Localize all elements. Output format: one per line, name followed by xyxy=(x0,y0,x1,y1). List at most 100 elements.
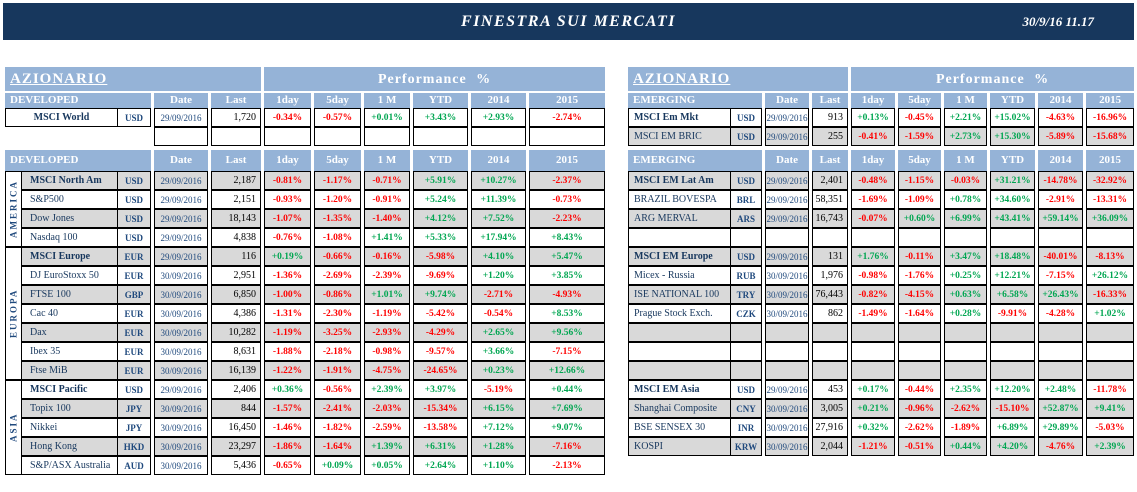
instrument-name: Nasdaq 100 xyxy=(30,232,78,243)
emerging-summary-table: AZIONARIO Performance % EMERGING Date La… xyxy=(625,67,1137,146)
instrument-name: Cac 40 xyxy=(30,308,59,319)
instrument-cell: Micex - Russia RUB xyxy=(628,266,762,285)
instrument-name xyxy=(629,324,730,341)
instrument-name xyxy=(629,343,730,360)
perf-1m-cell xyxy=(944,228,987,247)
perf-2015-cell xyxy=(1086,228,1134,247)
perf-ytd-cell: +4.20% xyxy=(990,437,1035,456)
currency: JPY xyxy=(117,400,150,417)
perf-1day-cell: -0.07% xyxy=(851,209,895,228)
currency: HKD xyxy=(117,438,150,455)
empty-row xyxy=(5,127,606,146)
perf-5day-cell: -0.51% xyxy=(898,437,941,456)
perf-2014-cell: -14.78% xyxy=(1038,171,1083,190)
perf-ytd-cell xyxy=(990,342,1035,361)
perf-ytd-cell: -9.91% xyxy=(990,304,1035,323)
date-cell: 30/09/2016 xyxy=(154,342,208,361)
instrument-cell: MSCI Pacific USD xyxy=(5,380,151,399)
perf-1day-cell: -1.69% xyxy=(851,190,895,209)
perf-1m-cell: +2.35% xyxy=(944,380,987,399)
perf-2015-cell: +8.43% xyxy=(529,228,605,247)
perf-5day-cell xyxy=(314,127,362,146)
perf-5day-cell: -1.64% xyxy=(898,304,941,323)
perf-2015-cell: +1.02% xyxy=(1086,304,1134,323)
perf-2015-cell: +5.47% xyxy=(529,247,605,266)
col-1m-header: 1 M xyxy=(364,91,411,108)
perf-1m-cell: -1.89% xyxy=(944,418,987,437)
perf-1m-cell: +2.39% xyxy=(364,380,410,399)
europa-rows: MSCI Europe EUR 29/09/2016 116 +0.19% -0.… xyxy=(5,247,605,380)
last-header: Last xyxy=(812,91,849,108)
perf-2014-cell xyxy=(471,127,527,146)
region-label-asia: ASIA xyxy=(5,380,22,475)
instrument-cell xyxy=(628,361,762,380)
instrument-name: Ibex 35 xyxy=(30,346,61,357)
perf-2015-cell: -2.23% xyxy=(529,209,605,228)
perf-5day-cell: -0.96% xyxy=(898,399,941,418)
last-cell: 58,351 xyxy=(812,190,848,209)
market-row: Cac 40 EUR 30/09/2016 4,386 -1.31% -2.30%… xyxy=(5,304,605,323)
perf-5day-cell: -0.86% xyxy=(314,285,361,304)
perf-ytd-cell: +4.12% xyxy=(413,209,468,228)
perf-1m-cell: -2.39% xyxy=(364,266,410,285)
date-cell: 30/09/2016 xyxy=(154,266,208,285)
instrument-name: ISE NATIONAL 100 xyxy=(634,289,720,300)
perf-2014-cell: +2.65% xyxy=(471,323,526,342)
date-cell: 30/09/2016 xyxy=(154,418,208,437)
perf-2015-cell: +8.53% xyxy=(529,304,605,323)
instrument-name: BSE SENSEX 30 xyxy=(634,422,706,433)
date-cell: 29/09/2016 xyxy=(765,209,809,228)
date-cell: 30/09/2016 xyxy=(765,437,809,456)
last-cell: 2,951 xyxy=(211,266,261,285)
instrument-cell: Shanghai Composite CNY xyxy=(628,399,762,418)
instrument-cell: MSCI Em Mkt USD xyxy=(628,108,762,127)
last-cell: 4,386 xyxy=(211,304,261,323)
date-cell: 29/09/2016 xyxy=(154,108,208,127)
perf-5day-cell: -0.56% xyxy=(314,380,361,399)
last-cell: 2,406 xyxy=(211,380,261,399)
perf-2014-cell: +1.10% xyxy=(471,456,526,475)
instrument-name: Topix 100 xyxy=(30,403,71,414)
perf-2015-cell: -7.16% xyxy=(529,437,605,456)
col-2014-header: 2014 xyxy=(1038,91,1084,108)
perf-ytd-cell: -15.34% xyxy=(413,399,468,418)
report-datetime: 30/9/16 11.17 xyxy=(1022,13,1094,29)
perf-1day-cell: +0.19% xyxy=(264,247,311,266)
perf-2015-cell: +36.09% xyxy=(1086,209,1134,228)
instrument-cell: Cac 40 EUR xyxy=(5,304,151,323)
currency: USD xyxy=(730,248,761,265)
last-cell: 76,443 xyxy=(812,285,848,304)
market-row: Nikkei JPY 30/09/2016 16,450 -1.46% -1.82… xyxy=(5,418,605,437)
section-band: AZIONARIO Performance % xyxy=(5,67,606,91)
perf-5day-cell: +0.09% xyxy=(314,456,361,475)
perf-2014-cell: +11.39% xyxy=(471,190,526,209)
developed-summary-table: AZIONARIO Performance % DEVELOPED Date L… xyxy=(2,67,608,146)
perf-ytd-cell: -9.57% xyxy=(413,342,468,361)
last-cell: 3,005 xyxy=(812,399,848,418)
instrument-name: MSCI EM Lat Am xyxy=(634,175,714,186)
market-row: MSCI Europe EUR 29/09/2016 116 +0.19% -0.… xyxy=(5,247,605,266)
perf-ytd-cell: +9.74% xyxy=(413,285,468,304)
perf-1m-cell xyxy=(944,361,987,380)
col-1day-header: 1day xyxy=(264,91,312,108)
perf-ytd-cell: +6.58% xyxy=(990,285,1035,304)
perf-2015-cell: -4.93% xyxy=(529,285,605,304)
instrument-cell: FTSE 100 GBP xyxy=(5,285,151,304)
group-header: EMERGING xyxy=(628,150,762,171)
market-row: MSCI North Am USD 29/09/2016 2,187 -0.81%… xyxy=(5,171,605,190)
instrument-cell: MSCI World USD xyxy=(5,108,151,127)
perf-ytd-cell: +5.91% xyxy=(413,171,468,190)
currency: EUR xyxy=(117,362,150,379)
perf-2014-cell: +52.87% xyxy=(1038,399,1083,418)
perf-2014-cell: +10.27% xyxy=(471,171,526,190)
last-header: Last xyxy=(211,91,262,108)
perf-1day-cell: -1.21% xyxy=(851,437,895,456)
date-header: Date xyxy=(154,91,208,108)
instrument-cell: MSCI Europe EUR xyxy=(5,247,151,266)
col-5day-header: 5day xyxy=(314,91,362,108)
col-ytd-header: YTD xyxy=(990,91,1036,108)
market-row: BRAZIL BOVESPA BRL 29/09/2016 58,351 -1.6… xyxy=(628,190,1134,209)
perf-2014-cell: +59.14% xyxy=(1038,209,1083,228)
last-cell: 8,631 xyxy=(211,342,261,361)
instrument-cell: MSCI EM Europe USD xyxy=(628,247,762,266)
